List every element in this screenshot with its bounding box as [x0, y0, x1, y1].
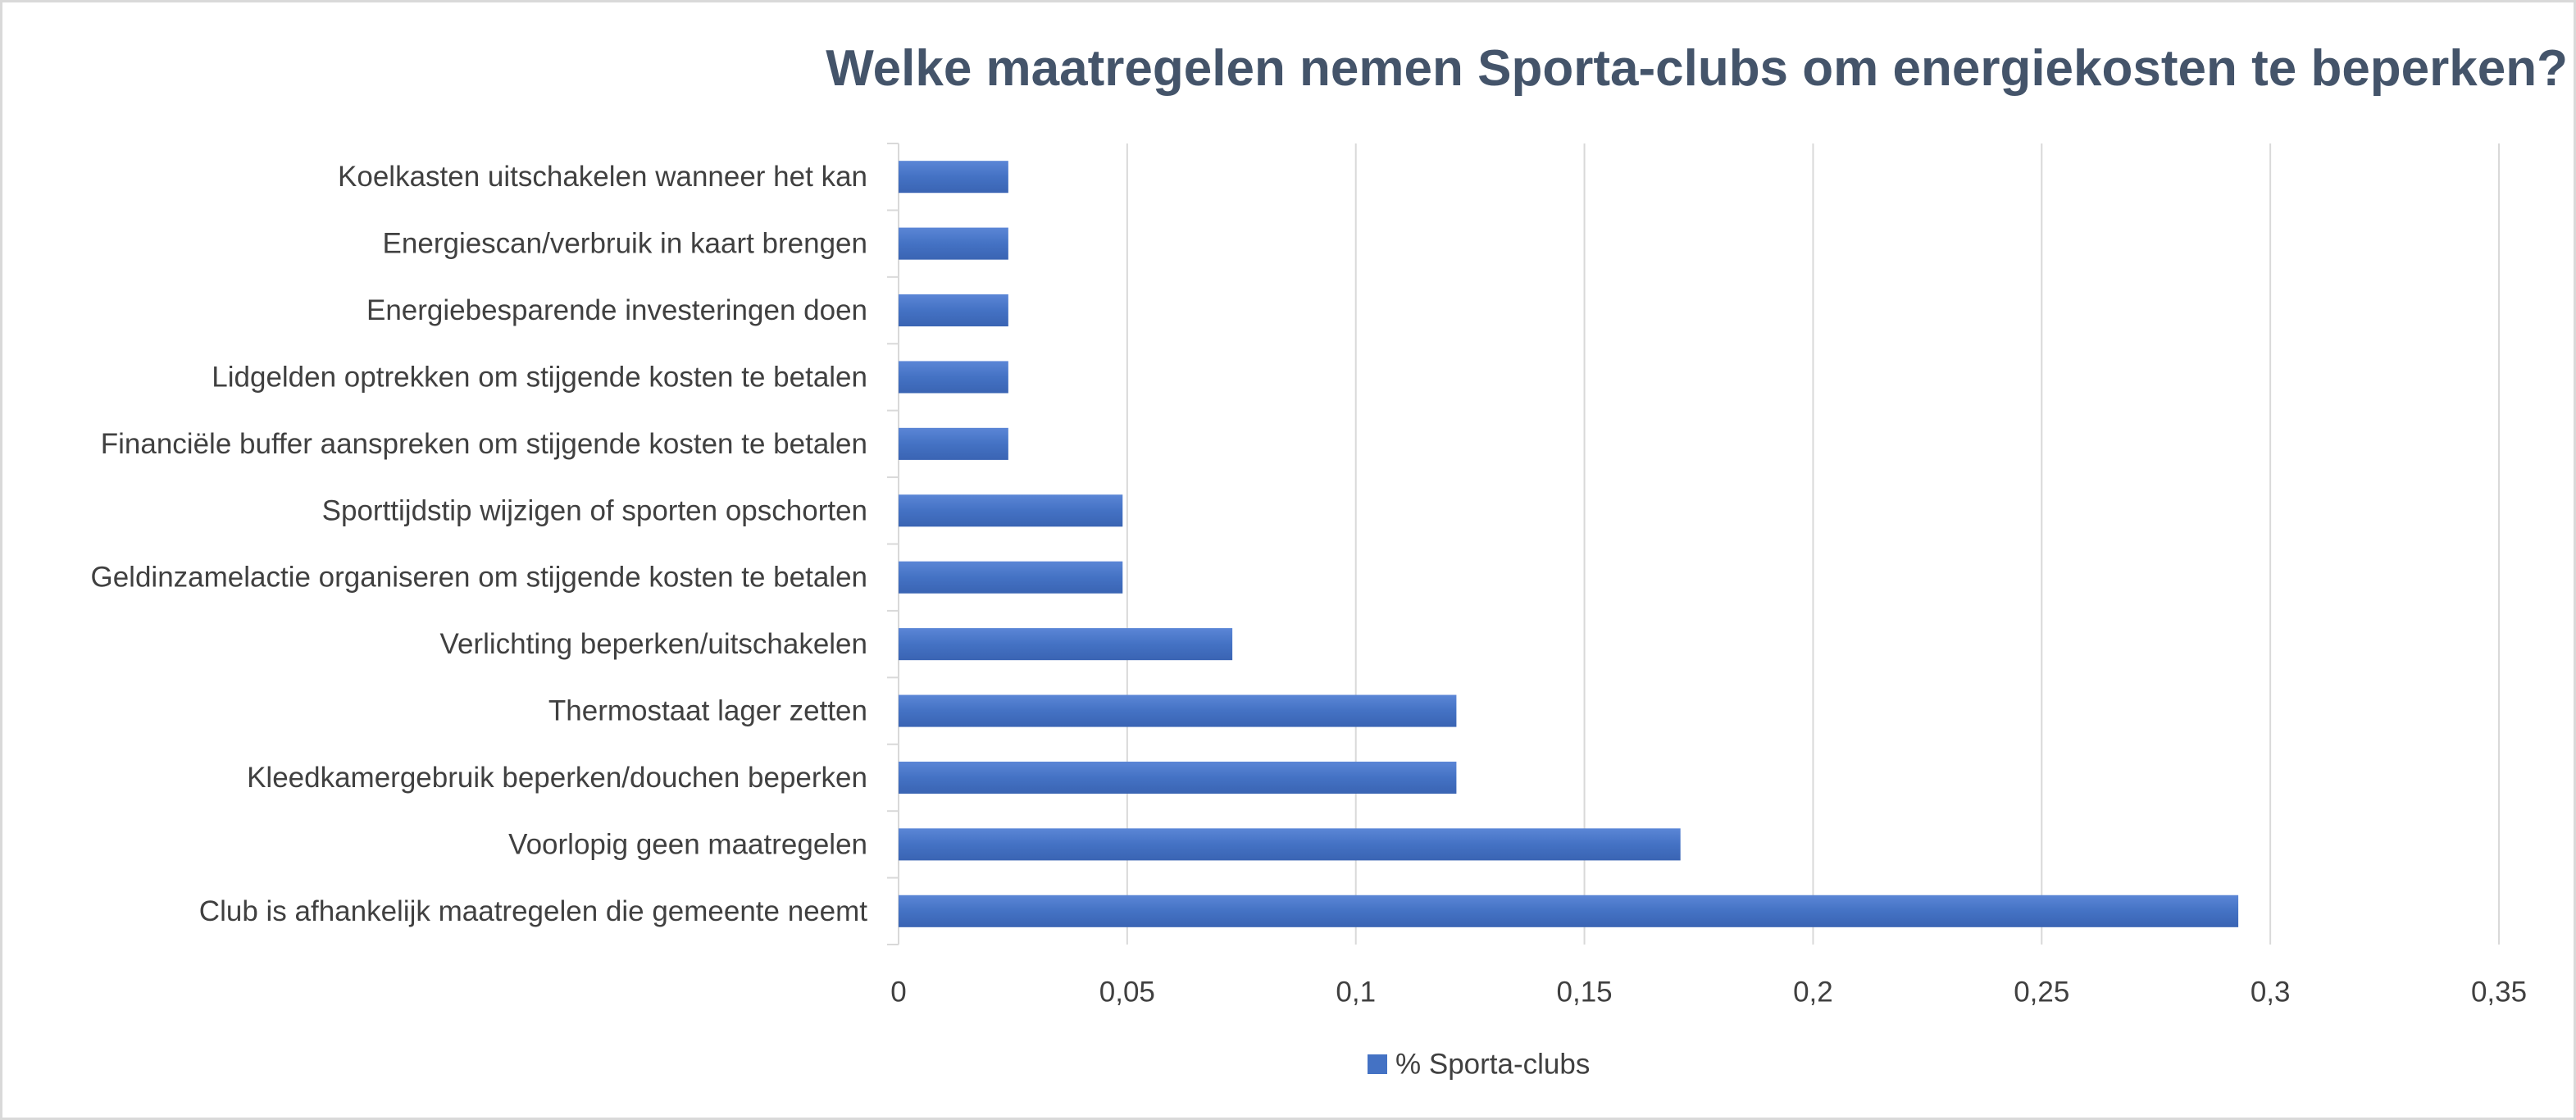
bars: [899, 161, 2239, 927]
x-tick-label: 0,05: [1099, 977, 1155, 1008]
legend-label: % Sporta-clubs: [1395, 1049, 1590, 1081]
bar: [899, 828, 1681, 861]
x-tick-label: 0,3: [2251, 977, 2291, 1008]
bar: [899, 494, 1123, 527]
category-label: Thermostaat lager zetten: [548, 695, 867, 727]
category-labels: Koelkasten uitschakelen wanneer het kan E…: [90, 161, 867, 927]
x-tick-label: 0,2: [1793, 977, 1833, 1008]
bar: [899, 761, 1457, 794]
category-label: Geldinzamelactie organiseren om stijgend…: [90, 562, 867, 594]
gridlines: [1126, 143, 2500, 945]
x-tick-label: 0,1: [1336, 977, 1376, 1008]
x-tick-label: 0,35: [2471, 977, 2527, 1008]
bar: [899, 294, 1008, 327]
x-tick-label: 0,15: [1557, 977, 1613, 1008]
category-label: Kleedkamergebruik beperken/douchen beper…: [247, 762, 867, 794]
chart-title: Welke maatregelen nemen Sporta-clubs om …: [826, 40, 2568, 97]
category-label: Koelkasten uitschakelen wanneer het kan: [338, 161, 867, 193]
bar: [899, 895, 2239, 927]
category-label: Financiële buffer aanspreken om stijgend…: [101, 428, 867, 460]
category-label: Energiescan/verbruik in kaart brengen: [383, 228, 867, 260]
x-tick-label: 0: [890, 977, 906, 1008]
category-label: Verlichting beperken/uitschakelen: [440, 628, 867, 660]
x-tick-label: 0,25: [2014, 977, 2069, 1008]
category-label: Club is afhankelijk maatregelen die geme…: [199, 895, 867, 927]
category-axis: [887, 143, 899, 945]
bar: [899, 694, 1457, 727]
category-label: Energiebesparende investeringen doen: [366, 294, 867, 326]
category-label: Lidgelden optrekken om stijgende kosten …: [212, 361, 867, 393]
legend: % Sporta-clubs: [1368, 1049, 1590, 1081]
bar: [899, 161, 1008, 193]
category-label: Voorlopig geen maatregelen: [508, 828, 867, 860]
bar: [899, 361, 1008, 394]
bar: [899, 561, 1123, 594]
bar: [899, 628, 1233, 661]
bar: [899, 227, 1008, 260]
category-label: Sporttijdstip wijzigen of sporten opscho…: [322, 494, 867, 526]
x-tick-labels: 0 0,05 0,1 0,15 0,2 0,25 0,3 0,35: [890, 977, 2527, 1008]
legend-swatch: [1368, 1054, 1387, 1074]
bar: [899, 427, 1008, 460]
